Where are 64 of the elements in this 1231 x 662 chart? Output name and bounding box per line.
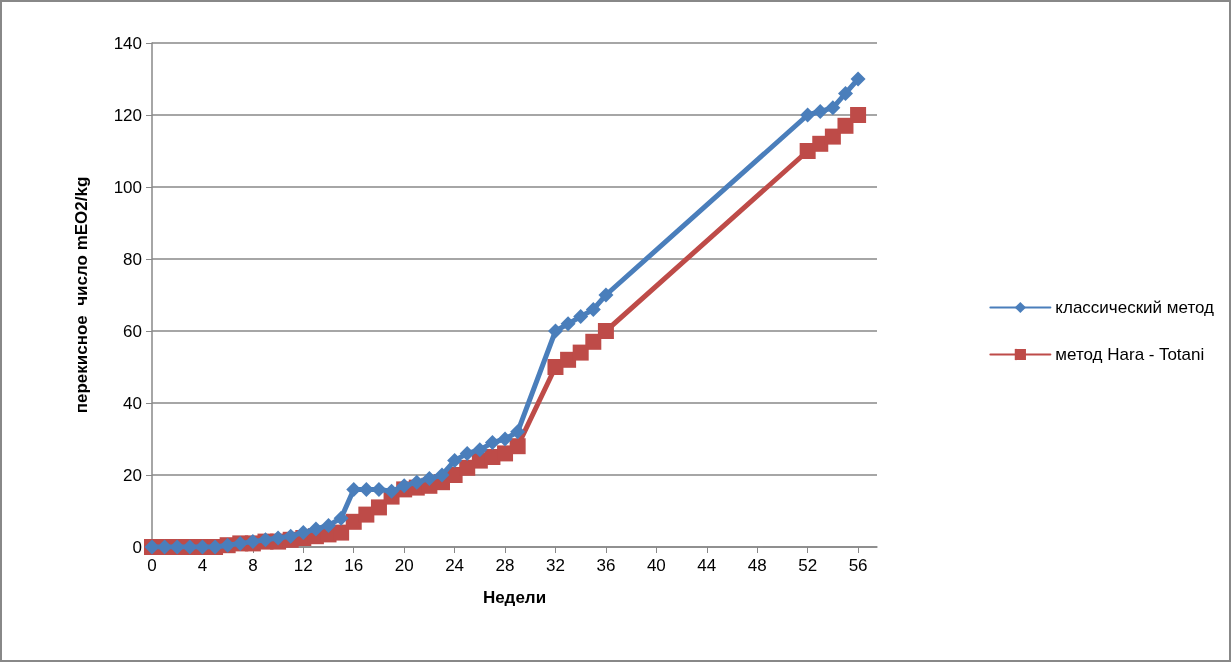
x-tick-label: 52 [798, 556, 818, 575]
x-tick-label: 8 [248, 556, 258, 575]
point [396, 478, 412, 494]
point [472, 442, 488, 458]
point [585, 333, 602, 350]
point [510, 424, 526, 440]
point [572, 344, 589, 361]
x-tick-label: 0 [147, 556, 157, 575]
x-tick-label: 12 [293, 556, 313, 575]
y-tick-label: 40 [123, 393, 142, 413]
point [370, 499, 387, 516]
point [812, 103, 828, 119]
x-tick-label: 32 [546, 556, 565, 575]
point [484, 435, 500, 451]
point [824, 128, 841, 145]
y-tick-label: 140 [113, 33, 142, 53]
point [598, 287, 614, 303]
point [800, 107, 816, 123]
point [321, 517, 337, 533]
point [333, 510, 349, 526]
point [270, 530, 286, 546]
x-tick-label: 36 [596, 556, 616, 575]
y-tick-label: 20 [123, 465, 142, 485]
point [597, 323, 614, 339]
point [409, 474, 425, 490]
point [283, 528, 299, 544]
x-tick-label: 28 [495, 556, 515, 575]
y-tick-label: 0 [132, 537, 142, 557]
point [850, 71, 866, 87]
y-tick-label: 60 [123, 321, 142, 341]
x-tick-label: 48 [747, 556, 767, 575]
point [850, 107, 867, 123]
y-tick-label: 80 [123, 249, 142, 269]
legend-label: метод Hara - Totani [1055, 345, 1205, 364]
point [509, 438, 526, 455]
point [295, 525, 311, 541]
point [547, 323, 563, 339]
point [384, 483, 400, 499]
y-tick-label: 120 [113, 105, 142, 125]
point [421, 471, 437, 487]
point [573, 309, 589, 325]
x-tick-label: 20 [394, 556, 414, 575]
legend-label: классический метод [1055, 298, 1215, 317]
point [308, 521, 324, 537]
x-tick-label: 44 [697, 556, 717, 575]
y-axis-title: перекисное число mEO2/kg [72, 176, 91, 414]
x-tick-label: 16 [344, 556, 364, 575]
point [497, 431, 513, 447]
point [333, 524, 350, 541]
x-tick-label: 56 [848, 556, 868, 575]
point [837, 85, 853, 101]
point [358, 506, 375, 523]
point [560, 316, 576, 332]
x-tick-label: 4 [197, 556, 208, 575]
y-tick-label: 100 [113, 177, 142, 197]
point [585, 301, 601, 317]
x-tick-label: 40 [646, 556, 666, 575]
x-tick-label: 24 [445, 556, 465, 575]
point [837, 117, 854, 134]
point [434, 467, 450, 483]
x-axis-title: Недели [482, 588, 547, 607]
point [825, 100, 841, 116]
point [459, 445, 475, 461]
point [447, 453, 463, 469]
